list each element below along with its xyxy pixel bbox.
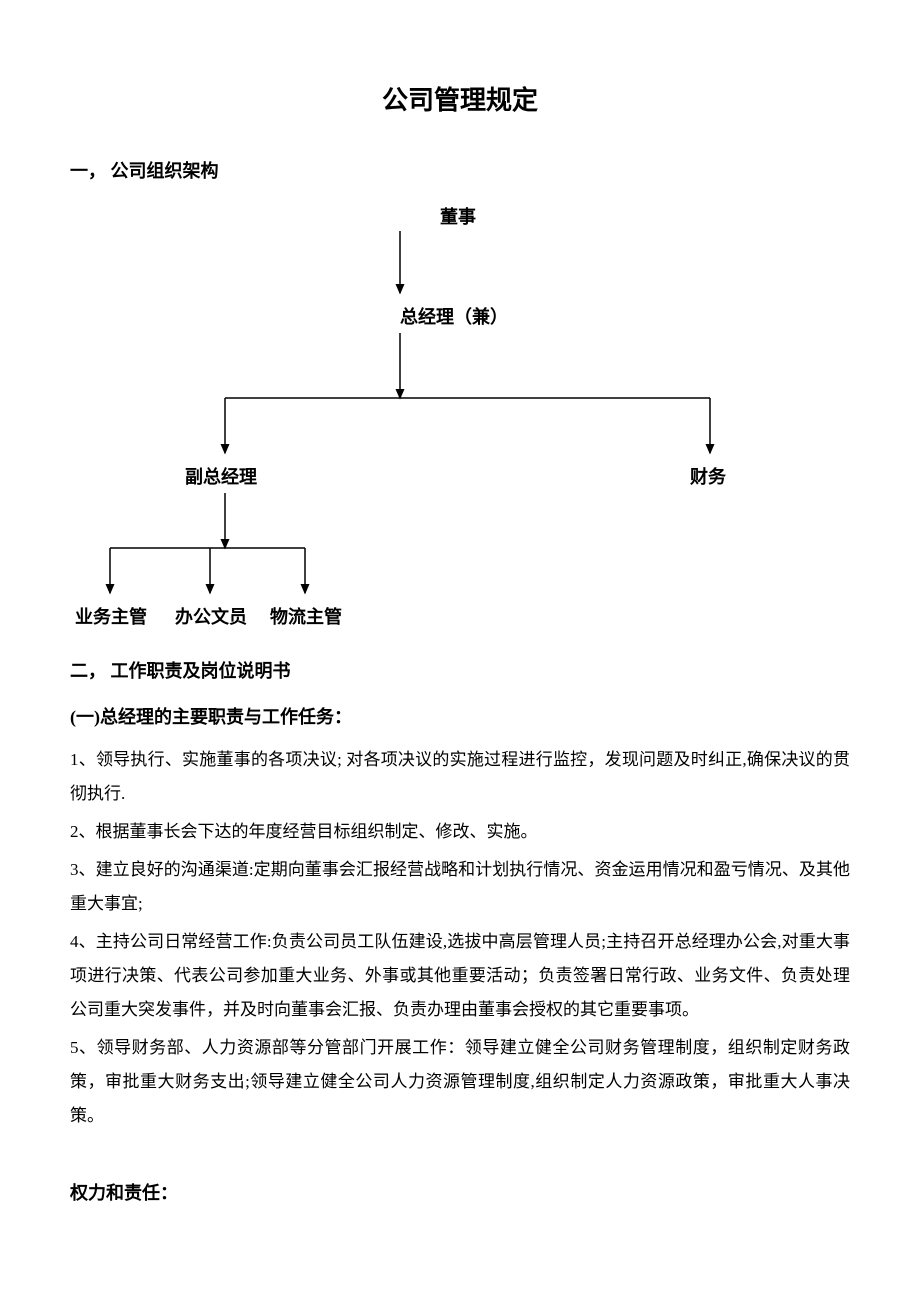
paragraph-4: 4、主持公司日常经营工作:负责公司员工队伍建设,选拔中高层管理人员;主持召开总经… xyxy=(70,925,850,1027)
org-node-biz-super: 业务主管 xyxy=(75,603,147,629)
paragraph-1: 1、领导执行、实施董事的各项决议; 对各项决议的实施过程进行监控，发现问题及时纠… xyxy=(70,743,850,811)
org-node-logistics: 物流主管 xyxy=(270,603,342,629)
org-chart: 董事 总经理（兼） 副总经理 财务 业务主管 办公文员 物流主管 xyxy=(70,203,850,633)
spacer xyxy=(70,1137,850,1167)
paragraph-3: 3、建立良好的沟通渠道:定期向董事会汇报经营战略和计划执行情况、资金运用情况和盈… xyxy=(70,853,850,921)
rights-heading: 权力和责任： xyxy=(70,1179,850,1205)
org-node-gm: 总经理（兼） xyxy=(400,303,508,329)
document-page: 公司管理规定 一， 公司组织架构 董事 总经理（兼） 副总经理 财务 业务主管 … xyxy=(0,0,920,1302)
org-chart-svg xyxy=(70,203,850,633)
org-node-office-clerk: 办公文员 xyxy=(175,603,247,629)
paragraph-5: 5、领导财务部、人力资源部等分管部门开展工作：领导建立健全公司财务管理制度，组织… xyxy=(70,1031,850,1133)
section-1-heading: 一， 公司组织架构 xyxy=(70,157,850,183)
org-node-director: 董事 xyxy=(440,203,476,229)
org-node-deputy-gm: 副总经理 xyxy=(185,463,257,489)
subsection-1-heading: (一)总经理的主要职责与工作任务： xyxy=(70,703,850,729)
org-node-finance: 财务 xyxy=(690,463,726,489)
paragraph-2: 2、根据董事长会下达的年度经营目标组织制定、修改、实施。 xyxy=(70,815,850,849)
section-2-heading: 二， 工作职责及岗位说明书 xyxy=(70,657,850,683)
body-text: 1、领导执行、实施董事的各项决议; 对各项决议的实施过程进行监控，发现问题及时纠… xyxy=(70,743,850,1133)
document-title: 公司管理规定 xyxy=(70,80,850,117)
